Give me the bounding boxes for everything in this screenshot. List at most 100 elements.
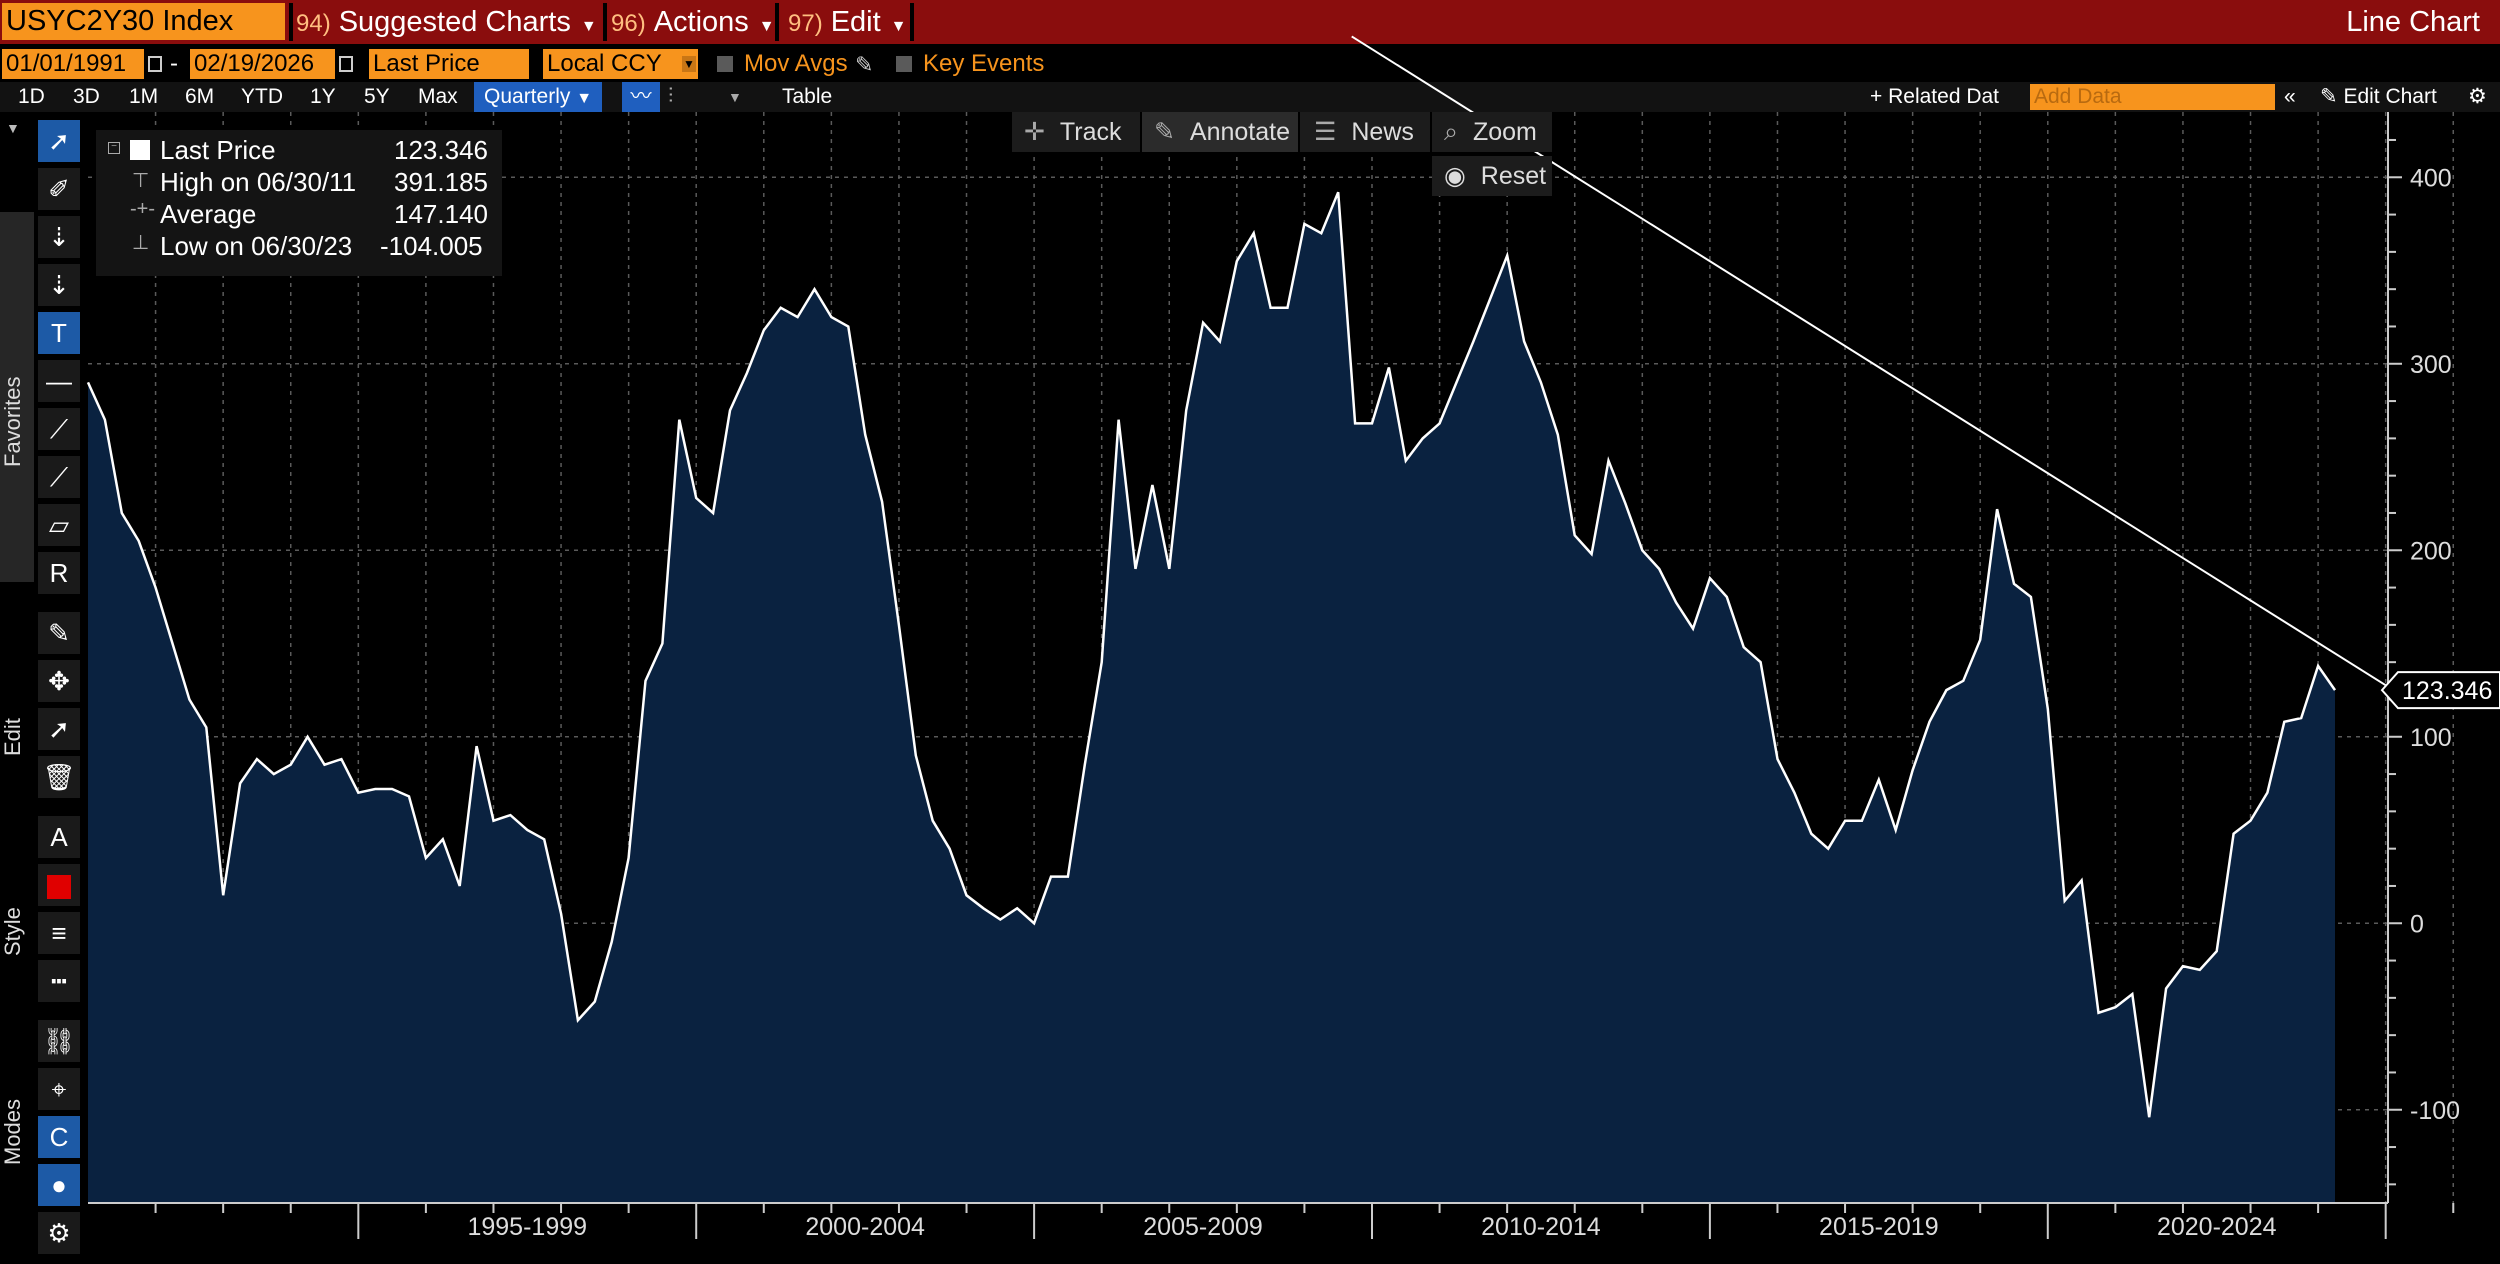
last-price-tag-shape	[2380, 671, 2500, 710]
menu-label: Suggested Charts	[338, 6, 571, 38]
text-icon[interactable]: T	[38, 312, 80, 354]
draw-icon[interactable]: ✐	[38, 168, 80, 210]
related-data-label: Related Dat	[1888, 85, 2000, 108]
menu-number: 94)	[296, 10, 331, 37]
separator	[910, 3, 914, 41]
pencil-icon: ✎	[1154, 118, 1175, 146]
magnet-icon[interactable]: C	[38, 1116, 80, 1158]
period-label: Quarterly	[484, 85, 571, 108]
legend-value: 147.140	[394, 199, 488, 229]
pointer-icon[interactable]: ➚	[38, 120, 80, 162]
track-button[interactable]: ✛ Track	[1012, 112, 1140, 152]
range-ytd-button[interactable]: YTD	[241, 85, 283, 108]
line-style-icon[interactable]: ┅	[38, 960, 80, 1002]
pen-icon[interactable]: ✎	[38, 612, 80, 654]
favorites-panel	[0, 212, 34, 582]
average-marker-icon: -+-	[130, 198, 155, 220]
y-tick-label: 200	[2410, 537, 2452, 565]
add-data-input[interactable]: Add Data	[2030, 84, 2275, 110]
horizontal-line-icon[interactable]: —	[38, 360, 80, 402]
settings-gear-icon[interactable]: ⚙	[38, 1212, 80, 1254]
menu-label: Edit	[830, 6, 881, 38]
actions-menu[interactable]: 96) Actions ▼	[611, 0, 775, 44]
price-area-fill	[88, 192, 2335, 1203]
currency-select[interactable]: Local CCY	[543, 49, 698, 79]
key-events-checkbox[interactable]	[896, 56, 912, 72]
range-1m-button[interactable]: 1M	[129, 85, 159, 108]
bar-chart-icon[interactable]: ⫶	[668, 85, 674, 108]
separator	[289, 3, 293, 41]
regression-icon[interactable]: R	[38, 552, 80, 594]
x-tick-label: 2010-2014	[1481, 1213, 1601, 1241]
top-bar: USYC2Y30 Index 94) Suggested Charts ▼ 96) A…	[0, 0, 2500, 44]
line-width-icon[interactable]: ≡	[38, 912, 80, 954]
edit-menu[interactable]: 97) Edit ▼	[788, 0, 907, 44]
y-tick-label: 0	[2410, 910, 2424, 938]
y-axis: -100 0 100 200 300 400	[2387, 112, 2460, 1203]
range-1y-button[interactable]: 1Y	[310, 85, 336, 108]
palette-icon[interactable]: ●	[38, 1164, 80, 1206]
crosshair-icon[interactable]: ⌖	[38, 1068, 80, 1110]
period-select[interactable]: Quarterly ▼	[474, 82, 603, 112]
annotate-label: Annotate	[1189, 118, 1290, 146]
move-icon[interactable]: ✥	[38, 660, 80, 702]
y-tick-label: 300	[2410, 351, 2452, 379]
font-icon[interactable]: A	[38, 816, 80, 858]
high-marker-icon: ⊤	[132, 170, 150, 192]
range-6m-button[interactable]: 6M	[185, 85, 215, 108]
zoom-button[interactable]: ⌕ Zoom	[1432, 112, 1552, 152]
ray-icon[interactable]: ⟋	[38, 456, 80, 498]
range-max-button[interactable]: Max	[418, 85, 458, 108]
related-data-button[interactable]: + Related Dat	[1870, 82, 1999, 112]
calendar-icon[interactable]	[148, 56, 162, 72]
gear-icon[interactable]: ⚙	[2468, 85, 2487, 108]
calendar-icon[interactable]	[339, 56, 353, 72]
date-separator: -	[170, 50, 178, 77]
end-date-field[interactable]: 02/19/2026	[190, 49, 335, 79]
menu-label: Actions	[653, 6, 749, 38]
separator	[603, 3, 607, 41]
pencil-icon[interactable]: ✎	[855, 52, 874, 77]
color-icon[interactable]	[38, 864, 80, 906]
range-1d-button[interactable]: 1D	[18, 85, 45, 108]
chevron-down-icon[interactable]: ▼	[728, 89, 742, 105]
percent-axis-icon[interactable]: ⇣	[38, 216, 80, 258]
last-price-tag: 123.346	[2402, 677, 2492, 705]
low-marker-icon: ⊥	[132, 232, 150, 254]
reset-label: Reset	[1480, 162, 1547, 190]
y-tick-label: -100	[2410, 1097, 2460, 1125]
trash-icon[interactable]: 🗑	[38, 756, 80, 798]
y-tick-label: 100	[2410, 724, 2452, 752]
edit-chart-button[interactable]: ✎ Edit Chart	[2320, 82, 2437, 112]
pencil-icon: ✎	[2320, 85, 2344, 108]
line-chart-icon[interactable]: 〰	[622, 82, 660, 112]
trendline-icon[interactable]: ⟋	[38, 408, 80, 450]
select-icon[interactable]: ➚	[38, 708, 80, 750]
chevron-down-icon[interactable]: ▼	[682, 56, 696, 72]
range-5y-button[interactable]: 5Y	[364, 85, 390, 108]
separator	[775, 3, 779, 41]
x-tick-label: 1995-1999	[467, 1213, 587, 1241]
collapse-icon[interactable]: «	[2284, 85, 2296, 108]
link-icon[interactable]: ⛓	[38, 1020, 80, 1062]
price-line	[86, 191, 2337, 1118]
collapse-icon[interactable]: −	[108, 142, 120, 154]
track-label: Track	[1059, 118, 1122, 146]
news-button[interactable]: ☰ News	[1300, 112, 1430, 152]
reset-button[interactable]: ◉ Reset	[1432, 156, 1552, 196]
mov-avgs-checkbox[interactable]	[717, 56, 733, 72]
suggested-charts-menu[interactable]: 94) Suggested Charts ▼	[296, 0, 597, 44]
start-date-field[interactable]: 01/01/1991	[2, 49, 144, 79]
currency-axis-icon[interactable]: ⇣	[38, 264, 80, 306]
table-button[interactable]: Table	[782, 85, 833, 108]
x-tick-label: 2020-2024	[2157, 1213, 2277, 1241]
annotate-button[interactable]: ✎ Annotate	[1142, 112, 1298, 152]
chart-type-title: Line Chart	[2346, 6, 2480, 38]
chevron-down-icon[interactable]: ▼	[6, 120, 20, 136]
ticker-field[interactable]: USYC2Y30 Index	[2, 3, 285, 40]
magnifier-icon: ⌕	[1444, 118, 1459, 146]
range-3d-button[interactable]: 3D	[73, 85, 100, 108]
channel-icon[interactable]: ▱	[38, 504, 80, 546]
price-field-select[interactable]: Last Price	[369, 49, 529, 79]
